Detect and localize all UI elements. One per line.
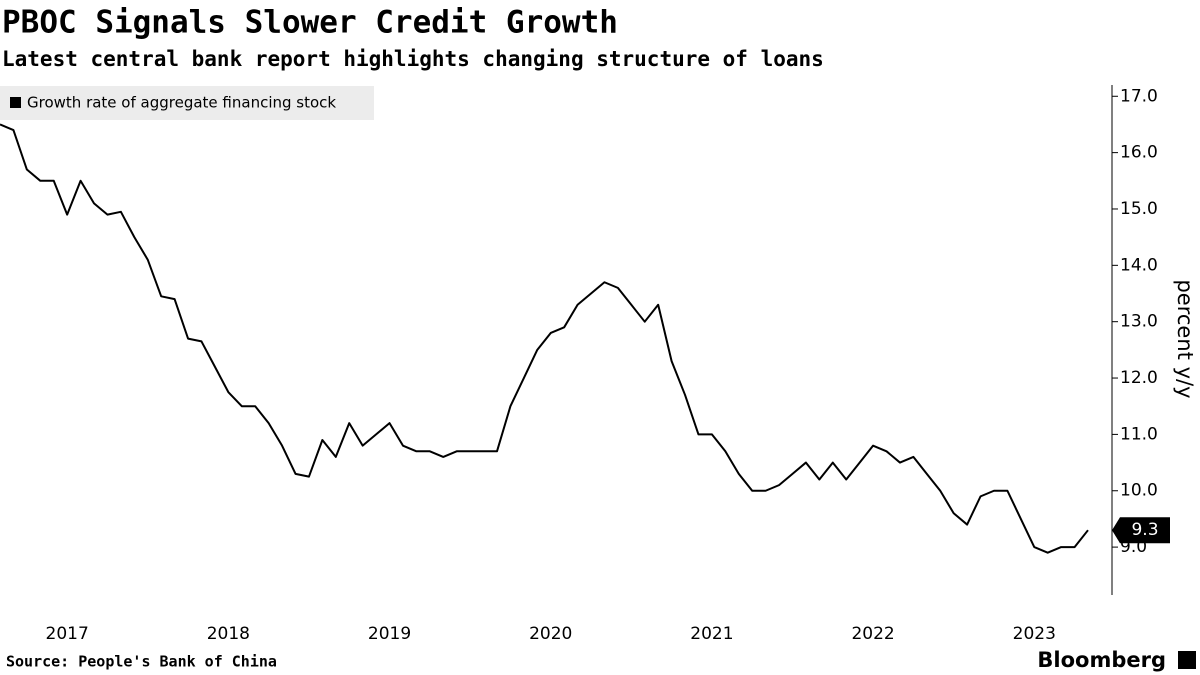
brand-icon (1178, 651, 1196, 669)
y-tick-label: 13.0 (1120, 312, 1158, 332)
y-tick-label: 15.0 (1120, 199, 1158, 219)
last-value-label: 9.3 (1131, 520, 1158, 540)
chart-title: PBOC Signals Slower Credit Growth (2, 5, 618, 41)
y-tick-label: 16.0 (1120, 143, 1158, 163)
y-tick-label: 14.0 (1120, 255, 1158, 275)
x-tick-label: 2020 (529, 624, 572, 644)
x-tick-label: 2018 (207, 624, 250, 644)
source: Source: People's Bank of China (6, 653, 277, 671)
chart-subtitle: Latest central bank report highlights ch… (2, 47, 824, 71)
last-value-tag (1112, 517, 1170, 544)
y-tick-label: 10.0 (1120, 481, 1158, 501)
y-tick-label: 17.0 (1120, 86, 1158, 106)
legend-swatch (10, 97, 21, 108)
x-tick-label: 2023 (1013, 624, 1056, 644)
x-tick-label: 2022 (851, 624, 894, 644)
y-axis-label: percent y/y (1173, 279, 1197, 398)
legend-box (0, 86, 374, 120)
legend-label: Growth rate of aggregate financing stock (27, 94, 336, 112)
x-tick-label: 2017 (46, 624, 89, 644)
x-tick-label: 2019 (368, 624, 411, 644)
x-tick-label: 2021 (690, 624, 733, 644)
y-tick-label: 12.0 (1120, 368, 1158, 388)
line (0, 123, 1089, 554)
brand: Bloomberg (1037, 648, 1166, 672)
y-tick-label: 11.0 (1120, 424, 1158, 444)
